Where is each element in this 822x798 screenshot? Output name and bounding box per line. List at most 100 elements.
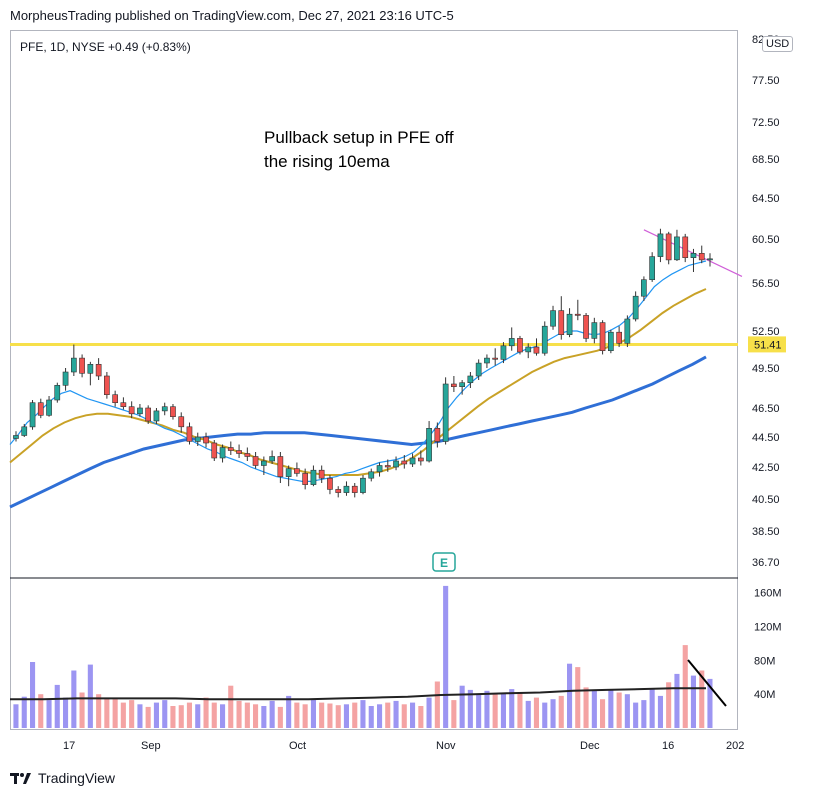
volume-bar xyxy=(228,685,234,728)
volume-bar xyxy=(63,697,69,728)
candle-body xyxy=(153,410,160,422)
candle-body xyxy=(37,402,44,416)
volume-bar xyxy=(616,692,622,728)
candle-body xyxy=(690,253,697,259)
volume-bar xyxy=(319,702,325,728)
volume-bar xyxy=(550,699,556,728)
resistance-price-label: 51.41 xyxy=(748,336,786,353)
candle-body xyxy=(624,318,631,344)
candle-body xyxy=(674,236,680,261)
time-tick-label: Nov xyxy=(436,740,456,752)
candle-body xyxy=(120,402,127,408)
volume-bar xyxy=(244,702,250,728)
volume-bar xyxy=(608,689,614,728)
price-tick-label: 60.50 xyxy=(752,234,780,246)
volume-bar xyxy=(451,700,457,728)
candle-body xyxy=(541,325,548,354)
candle-body xyxy=(492,357,499,360)
candle-body xyxy=(71,357,77,373)
price-tick-label: 42.50 xyxy=(752,462,780,474)
ema50-line xyxy=(9,355,707,509)
candle-body xyxy=(302,473,309,485)
annotation-line-1: Pullback setup in PFE off xyxy=(264,128,454,147)
candle-body xyxy=(607,331,614,352)
candle-body xyxy=(550,310,556,327)
candle-body xyxy=(360,477,366,493)
volume-bar xyxy=(360,700,366,728)
candle-body xyxy=(327,477,333,490)
volume-bar xyxy=(153,702,159,728)
volume-bar xyxy=(600,699,606,728)
candle-body xyxy=(558,310,565,336)
candle-body xyxy=(459,382,466,388)
volume-bar xyxy=(302,704,308,728)
candle-body xyxy=(145,407,152,422)
volume-downtrend-line xyxy=(687,659,727,707)
volume-bar xyxy=(343,704,349,728)
volume-bar xyxy=(186,702,192,728)
volume-bar xyxy=(533,697,539,728)
candle-body xyxy=(599,322,606,352)
candle-body xyxy=(137,407,143,415)
candle-body xyxy=(170,406,176,418)
candle-body xyxy=(285,468,292,477)
symbol-info: PFE, 1D, NYSE xyxy=(20,40,105,54)
candle-body xyxy=(95,363,102,377)
candle-body xyxy=(293,468,300,474)
volume-bar xyxy=(583,687,589,728)
volume-bar xyxy=(253,704,259,728)
volume-bar xyxy=(484,690,490,728)
volume-bar xyxy=(500,692,506,728)
price-tick-label: 49.50 xyxy=(752,363,780,375)
candle-body xyxy=(566,313,573,336)
volume-bar xyxy=(517,692,523,728)
earnings-label: E xyxy=(440,556,448,570)
ema20-line xyxy=(9,288,707,476)
price-tick-label: 72.50 xyxy=(752,117,780,129)
price-change: +0.49 (+0.83%) xyxy=(108,40,191,54)
volume-bar xyxy=(410,702,416,728)
candle-body xyxy=(525,346,532,353)
candle-body xyxy=(161,406,168,412)
volume-bar xyxy=(38,694,44,728)
volume-bar xyxy=(137,704,143,728)
volume-tick-label: 40M xyxy=(754,689,775,701)
candle-body xyxy=(128,406,135,415)
candle-body xyxy=(467,375,474,383)
volume-bar xyxy=(96,694,102,728)
volume-bar xyxy=(467,689,473,728)
footer-brand[interactable]: TradingView xyxy=(10,770,115,786)
chart-frame[interactable] xyxy=(10,30,738,730)
volume-bar xyxy=(203,697,209,728)
candle-body xyxy=(665,233,672,261)
volume-bar xyxy=(434,681,440,728)
currency-button[interactable]: USD xyxy=(762,36,794,52)
volume-bar xyxy=(542,702,548,728)
volume-bar xyxy=(352,702,358,728)
candle-body xyxy=(260,460,267,466)
price-tick-label: 44.50 xyxy=(752,432,780,444)
time-tick-label: Oct xyxy=(289,740,306,752)
volume-ma-line xyxy=(10,687,706,701)
tradingview-logo-icon xyxy=(10,773,31,784)
candle-body xyxy=(79,357,85,374)
volume-decline-stroke xyxy=(687,659,727,707)
price-tick-label: 46.50 xyxy=(752,403,780,415)
candle-body xyxy=(343,485,350,493)
volume-bar xyxy=(277,706,283,728)
volume-bar xyxy=(567,663,573,728)
volume-bar xyxy=(30,662,36,728)
volume-bar xyxy=(509,689,515,728)
publish-header: MorpheusTrading published on TradingView… xyxy=(10,8,454,23)
volume-bar xyxy=(162,700,168,728)
time-tick-label: 16 xyxy=(662,740,674,752)
earnings-icon xyxy=(432,552,456,572)
candle-body xyxy=(112,394,118,404)
candle-body xyxy=(632,295,639,320)
volume-ma-path xyxy=(10,687,706,701)
volume-bar xyxy=(104,697,110,728)
candle-body xyxy=(203,436,209,444)
candle-body xyxy=(29,402,36,428)
volume-bar xyxy=(13,704,19,728)
